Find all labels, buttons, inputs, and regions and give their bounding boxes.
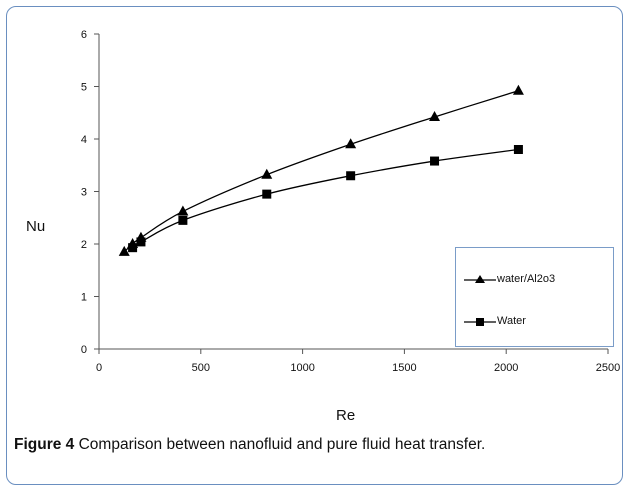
data-point-square — [128, 243, 138, 253]
data-point-square — [513, 145, 523, 154]
data-point-square — [346, 171, 356, 181]
x-axis-label: Re — [336, 407, 356, 424]
caption-period: . — [481, 436, 486, 453]
data-point-triangle — [118, 245, 130, 256]
data-point-square — [262, 189, 272, 199]
y-tick-label: 1 — [81, 292, 87, 304]
y-tick-label: 6 — [81, 29, 87, 41]
data-point-triangle — [261, 168, 273, 179]
data-point-triangle — [512, 84, 524, 95]
figure-caption: Figure 4 Comparison between nanofluid an… — [14, 434, 614, 456]
y-tick-label: 3 — [81, 187, 87, 199]
y-tick-label: 0 — [81, 344, 87, 356]
data-point-triangle — [177, 205, 189, 216]
series-line-0 — [123, 90, 519, 253]
x-tick-label: 2500 — [596, 362, 620, 374]
figure-frame — [6, 6, 623, 485]
data-point-square — [178, 215, 188, 225]
y-axis-label: Nu — [26, 218, 46, 235]
caption-text: Comparison between nanofluid and pure fl… — [78, 436, 482, 453]
legend-label-nanofluid: water/Al2o3 — [497, 273, 556, 285]
chart-legend: water/Al2o3 Water — [455, 247, 614, 347]
x-tick-label: 0 — [96, 362, 102, 374]
data-point-square — [136, 237, 146, 247]
y-tick-label: 5 — [81, 82, 87, 94]
x-tick-label: 500 — [192, 362, 210, 374]
legend-square-marker-icon — [464, 318, 496, 326]
legend-label-water: Water — [497, 315, 526, 327]
y-tick-label: 4 — [81, 134, 87, 146]
x-tick-label: 1500 — [392, 362, 416, 374]
legend-triangle-marker-icon — [464, 275, 496, 283]
data-point-triangle — [345, 138, 357, 149]
data-point-square — [430, 156, 440, 166]
data-point-triangle — [429, 110, 441, 121]
x-tick-label: 2000 — [494, 362, 518, 374]
y-tick-label: 2 — [81, 239, 87, 251]
x-tick-label: 1000 — [290, 362, 314, 374]
figure-label: Figure 4 — [14, 436, 75, 453]
series-line-1 — [132, 148, 519, 249]
